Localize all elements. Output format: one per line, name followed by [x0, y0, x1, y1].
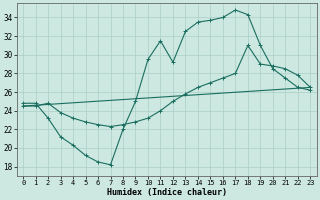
X-axis label: Humidex (Indice chaleur): Humidex (Indice chaleur) [107, 188, 227, 197]
